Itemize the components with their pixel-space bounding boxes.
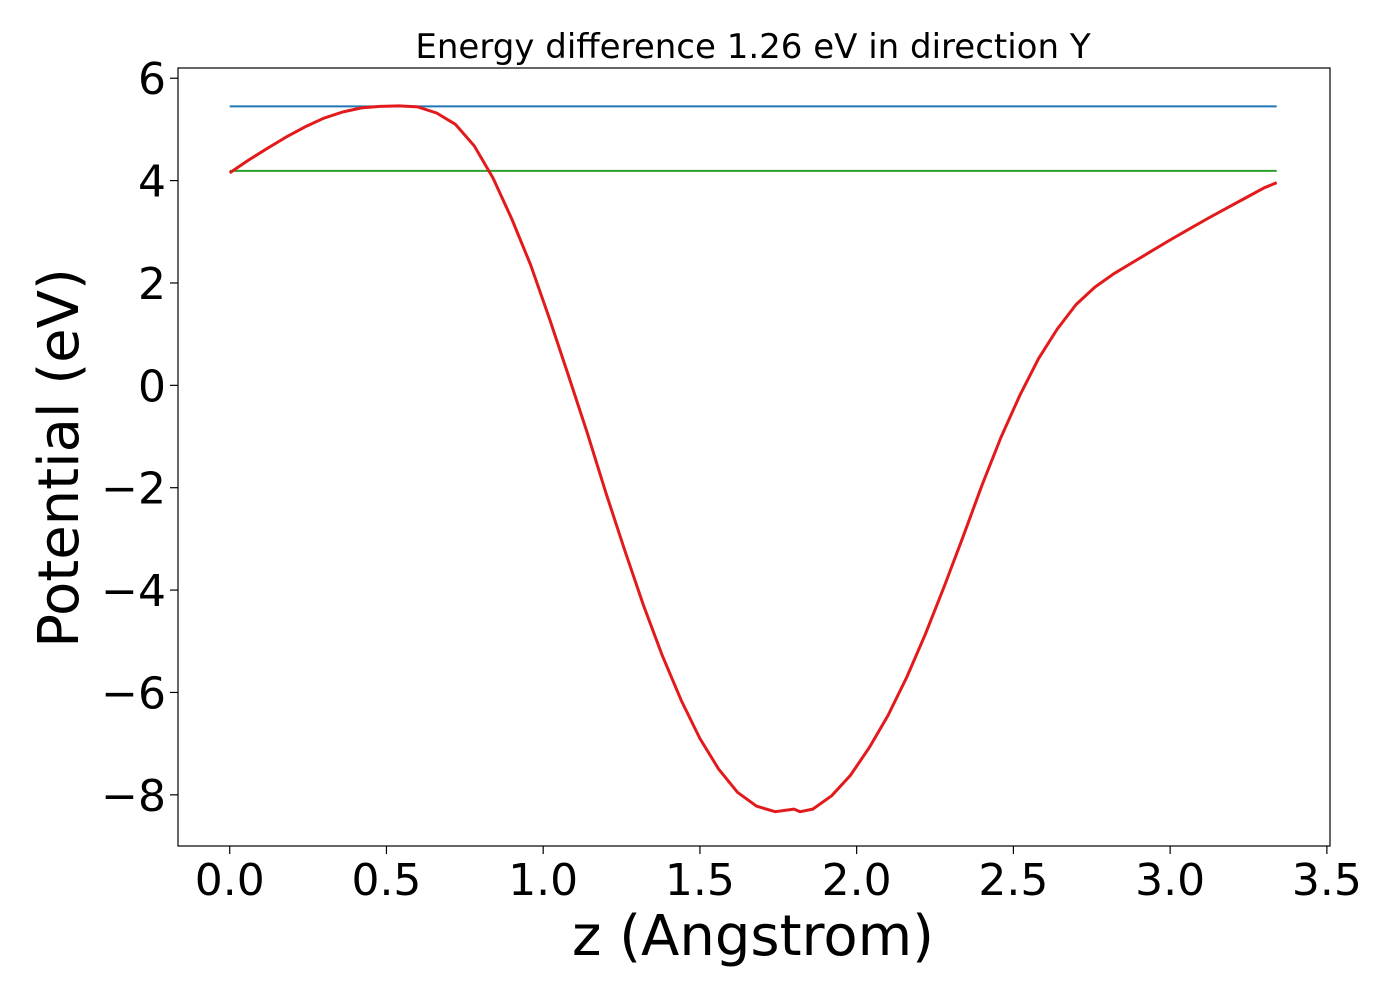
x-tick-label: 2.0 [822, 855, 892, 906]
y-axis-label: Potential (eV) [27, 268, 92, 648]
plot-frame [177, 67, 1331, 847]
y-tick-label: 2 [138, 259, 166, 310]
x-tick-label: 2.5 [978, 855, 1048, 906]
y-tick-label: 4 [138, 157, 166, 208]
plot-area: 0.0 0.5 1.0 1.5 2.0 2.5 3.0 3.5 6 4 2 0 −2 −4 −6 −8 [101, 54, 1362, 906]
chart-title: Energy difference 1.26 eV in direction Y [415, 27, 1090, 67]
x-tick-label: 1.5 [665, 855, 735, 906]
y-tick-label: −2 [101, 464, 166, 515]
y-tick-label: −8 [101, 771, 166, 822]
x-tick-label: 3.0 [1135, 855, 1205, 906]
y-tick-label: 0 [138, 361, 166, 412]
y-tick-label: −6 [101, 668, 166, 719]
series-line-1 [228, 104, 1278, 814]
x-axis-label: z (Angstrom) [572, 904, 934, 969]
x-tick-label: 3.5 [1292, 855, 1362, 906]
x-tick-label: 0.0 [195, 855, 265, 906]
y-tick-label: −4 [101, 566, 166, 617]
x-tick-label: 0.5 [351, 855, 421, 906]
y-tick-label: 6 [138, 54, 166, 105]
x-tick-label: 1.0 [508, 855, 578, 906]
